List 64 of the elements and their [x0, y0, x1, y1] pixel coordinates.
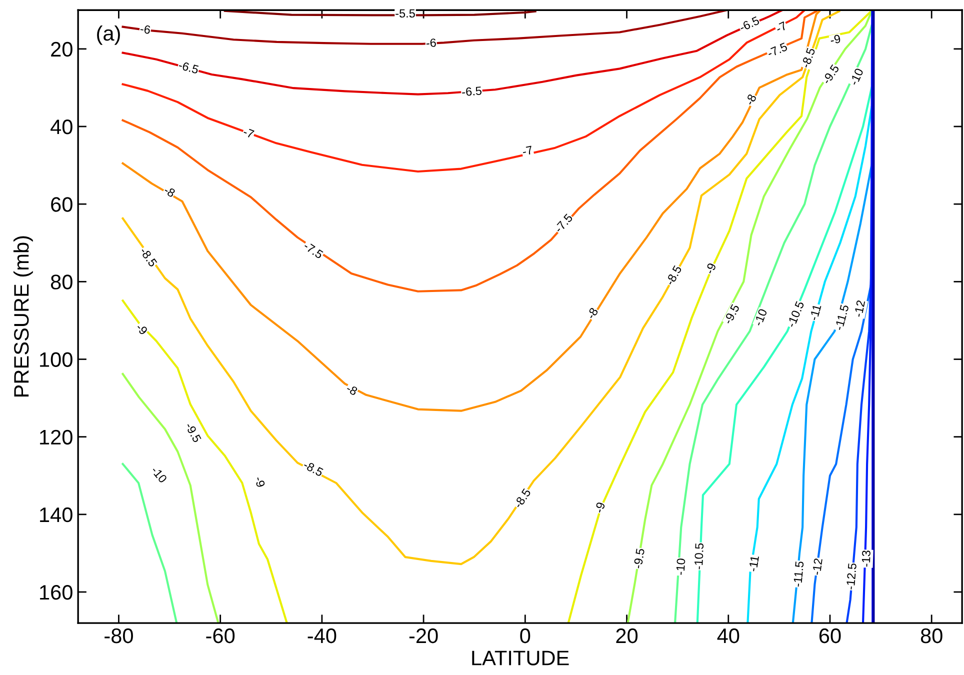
annotation: -10: [676, 558, 686, 575]
x-tick-label: 40: [717, 628, 740, 644]
annotation: -6.5: [462, 86, 482, 96]
annotation: -10.5: [694, 543, 704, 570]
annotation: -13: [862, 550, 870, 567]
annotation: -9: [136, 322, 148, 336]
x-tick-label: -20: [409, 628, 438, 644]
annotation: -12: [854, 300, 866, 318]
annotation: -12.5: [846, 563, 857, 590]
y-tick-label: 20: [51, 42, 72, 57]
annotation: -8.5: [140, 246, 158, 268]
annotation: -9: [705, 262, 716, 274]
y-tick-label: 80: [50, 274, 72, 290]
annotation: -6: [140, 24, 151, 34]
annotation: -9.5: [184, 422, 202, 443]
x-tick-label: 0: [520, 628, 530, 644]
annotation: -7.5: [766, 42, 788, 58]
annotation: -6.5: [178, 60, 200, 74]
annotation: -9: [594, 502, 606, 514]
annotation: -5.5: [396, 9, 415, 18]
annotation: -6.5: [738, 16, 760, 32]
annotation: -9: [830, 34, 841, 44]
annotation: -10: [150, 466, 168, 484]
x-tick-label: 60: [819, 628, 841, 644]
annotation: -8.5: [665, 264, 682, 286]
annotation: -9: [254, 476, 266, 488]
annotation: -9.5: [723, 304, 740, 325]
annotation: -8.5: [801, 47, 816, 68]
annotation: -8: [163, 186, 176, 198]
y-tick-label: 60: [51, 197, 72, 212]
y-tick-label: 40: [50, 120, 72, 134]
annotation: -10: [754, 308, 768, 326]
annotation: -7: [775, 21, 788, 33]
annotation: -7: [522, 146, 533, 156]
annotation: -8: [346, 384, 358, 396]
annotation: -11: [748, 555, 759, 572]
annotation: (a): [97, 25, 120, 45]
annotation: -8: [586, 307, 598, 320]
annotation: -8.5: [513, 488, 532, 509]
annotation: -6: [426, 38, 436, 48]
annotation: -8: [745, 94, 757, 106]
annotation: -8.5: [302, 460, 324, 477]
y-tick-label: 100: [40, 352, 72, 367]
annotation: -7.5: [303, 241, 324, 260]
x-tick-label: -60: [206, 628, 235, 644]
y-tick-label: 140: [40, 507, 72, 522]
annotation: -10: [849, 68, 864, 86]
x-tick-label: -80: [104, 628, 133, 644]
x-tick-label: 20: [616, 628, 638, 644]
x-tick-label: -40: [308, 628, 336, 644]
annotation: -12: [812, 558, 822, 576]
y-tick-label: 120: [40, 430, 72, 445]
annotation: -9.5: [822, 64, 840, 85]
x-axis-title: LATITUDE: [472, 650, 569, 666]
annotation: -10.5: [786, 300, 804, 328]
y-axis-title: PRESSURE (mb): [13, 236, 33, 396]
annotation: -11: [809, 304, 822, 321]
annotation: -7: [242, 127, 254, 138]
annotation: -9.5: [633, 548, 645, 569]
x-tick-label: 80: [920, 628, 942, 644]
y-tick-label: 160: [40, 584, 72, 600]
annotation: -11.5: [793, 561, 804, 587]
annotation: -7.5: [554, 213, 574, 234]
annotation: -11.5: [834, 304, 849, 331]
